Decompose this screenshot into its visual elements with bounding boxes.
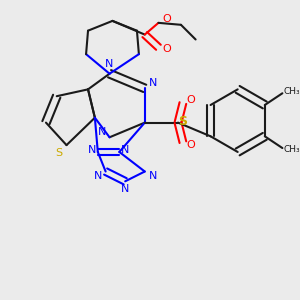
Text: CH₃: CH₃: [284, 87, 300, 96]
Text: O: O: [162, 44, 171, 54]
Text: N: N: [148, 79, 157, 88]
Text: S: S: [178, 115, 188, 128]
Text: N: N: [94, 171, 102, 182]
Text: O: O: [162, 14, 171, 24]
Text: N: N: [148, 171, 157, 182]
Text: N: N: [98, 128, 106, 137]
Text: N: N: [105, 59, 114, 69]
Text: S: S: [55, 148, 62, 158]
Text: N: N: [121, 145, 129, 155]
Text: CH₃: CH₃: [284, 146, 300, 154]
Text: N: N: [88, 145, 96, 155]
Text: O: O: [186, 95, 195, 105]
Text: O: O: [186, 140, 195, 150]
Text: N: N: [121, 184, 129, 194]
